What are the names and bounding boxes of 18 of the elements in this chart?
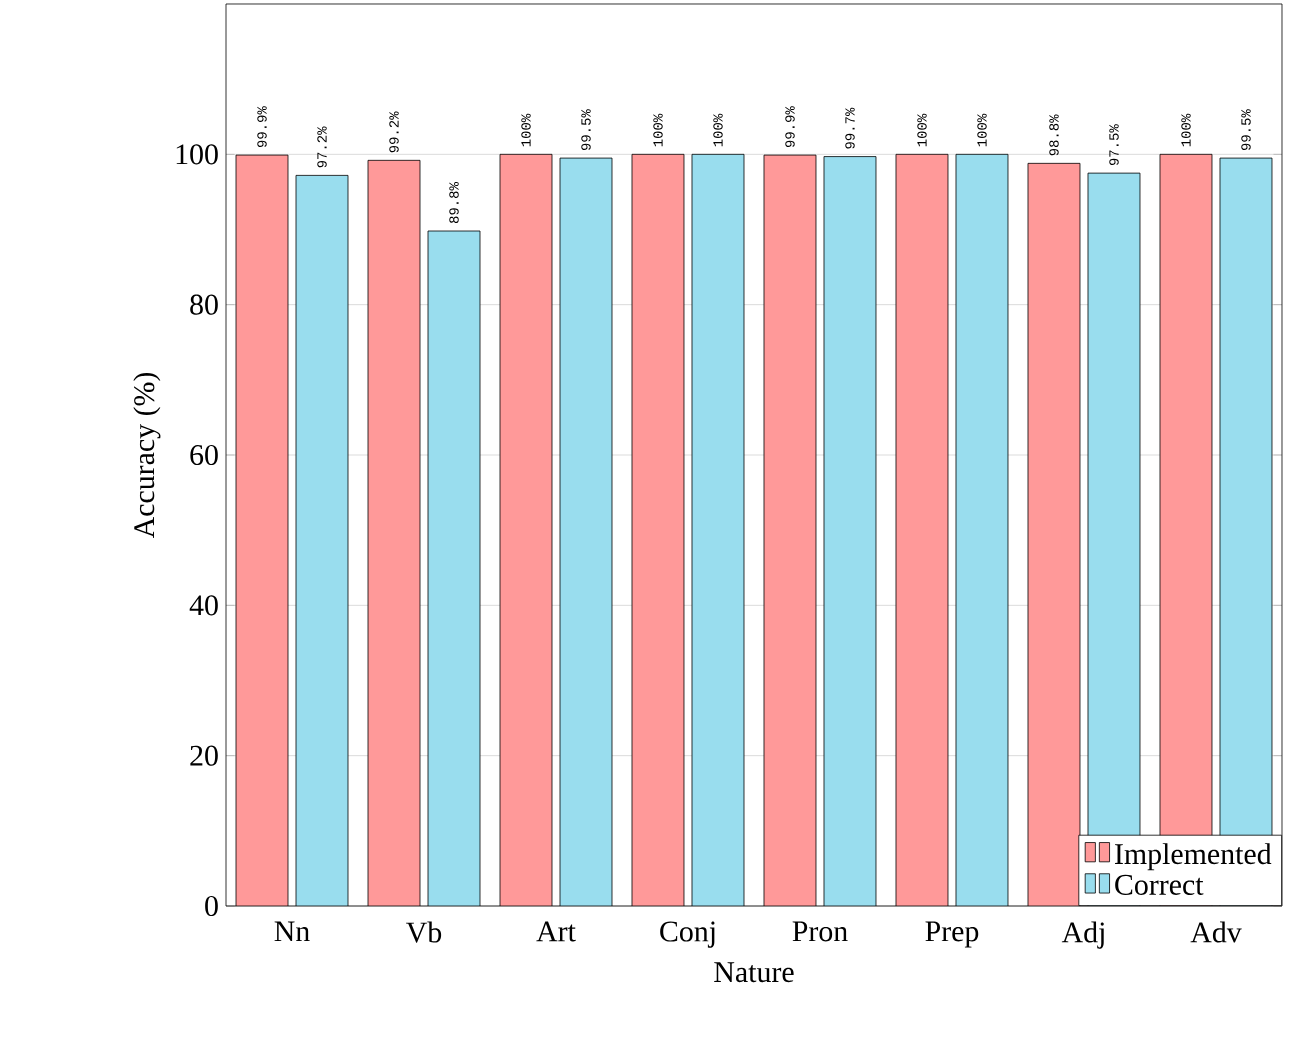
x-axis-title: Nature xyxy=(714,962,794,983)
x-tick-label: Adj xyxy=(1061,921,1104,949)
x-tick-label: Adv xyxy=(1190,921,1242,943)
y-tick-label: 60 xyxy=(190,444,218,466)
x-tick-label: Pron xyxy=(792,921,848,942)
x-tick-label: Conj xyxy=(660,921,715,948)
legend-label: Implemented xyxy=(1115,843,1272,871)
x-tick-label: Nn xyxy=(274,921,310,942)
y-tick-label: 100 xyxy=(176,144,218,165)
y-tick-label: 20 xyxy=(190,745,218,766)
y-axis-title: Accuracy (%) xyxy=(133,372,161,539)
y-tick-label: 80 xyxy=(190,294,218,315)
x-tick-label: Art xyxy=(536,921,576,942)
y-tick-label: 40 xyxy=(189,595,218,616)
legend-label: Correct xyxy=(1115,874,1204,895)
x-tick-label: Prep xyxy=(925,921,979,948)
y-tick-label: 0 xyxy=(205,895,218,917)
x-tick-label: Vb xyxy=(406,921,442,943)
